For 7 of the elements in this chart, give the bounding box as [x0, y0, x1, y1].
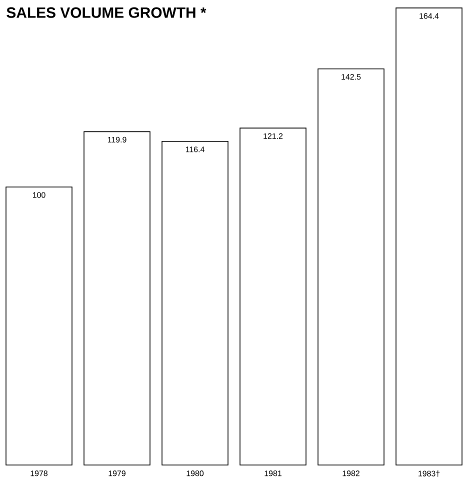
bar [162, 141, 228, 466]
bar [84, 131, 150, 466]
chart-title: SALES VOLUME GROWTH * [6, 7, 206, 18]
bar [396, 8, 462, 466]
bar [6, 186, 72, 466]
bar [318, 68, 384, 466]
bar [240, 128, 306, 466]
